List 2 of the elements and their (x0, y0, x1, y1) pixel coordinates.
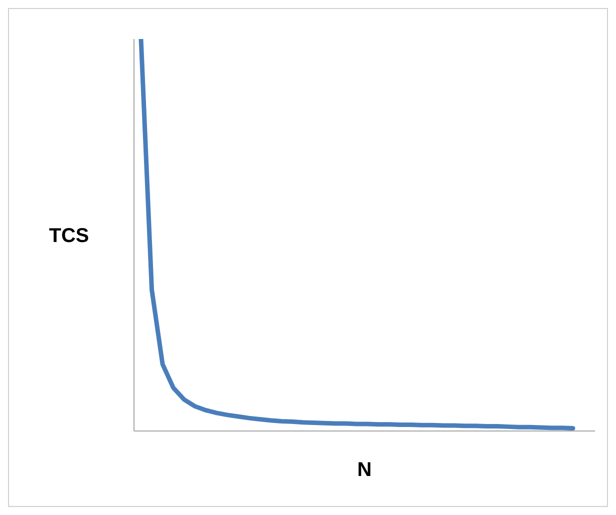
y-axis-title: TCS (49, 225, 89, 248)
x-axis-title: N (357, 459, 372, 481)
